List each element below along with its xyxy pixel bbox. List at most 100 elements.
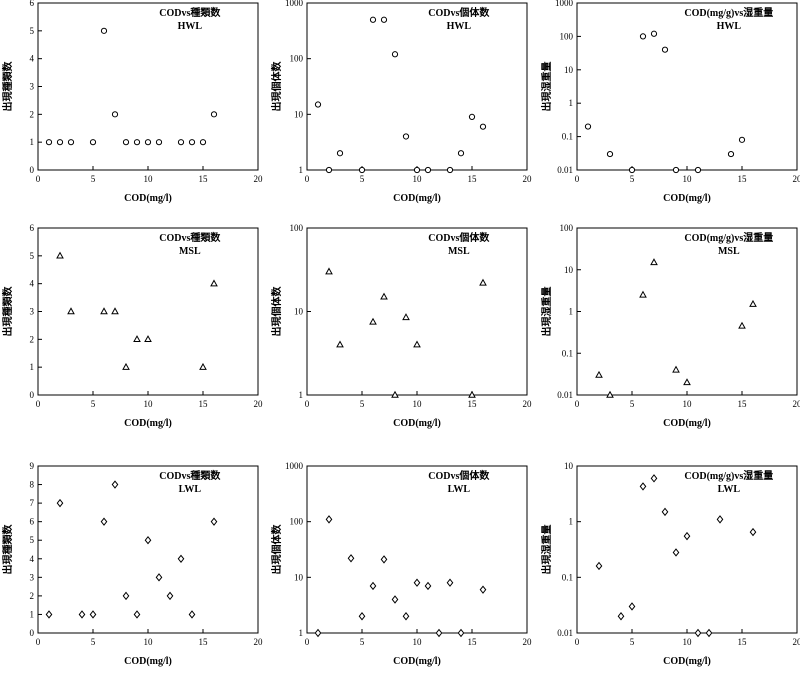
data-point [111, 111, 119, 118]
x-tick-label: 10 [144, 399, 154, 409]
y-axis-label: 出現個体数 [270, 286, 283, 337]
panel-subtitle: MSL [179, 246, 201, 257]
data-point [595, 370, 603, 378]
data-point [749, 299, 757, 307]
panel-subtitle: HWL [717, 21, 742, 32]
data-point [133, 139, 141, 146]
x-tick-label: 20 [523, 174, 533, 184]
x-axis-label: COD(mg/l) [393, 193, 441, 204]
data-point [210, 279, 218, 287]
y-tick-label: 5 [30, 26, 35, 36]
data-point [380, 16, 388, 23]
data-point [122, 139, 130, 146]
y-tick-label: 3 [30, 572, 35, 582]
panel-title: COD(mg/g)vs湿重量 [684, 6, 773, 19]
data-point [738, 136, 746, 143]
data-point [424, 581, 432, 591]
x-tick-label: 5 [630, 637, 635, 647]
data-point [111, 480, 119, 489]
x-axis-label: COD(mg/l) [124, 656, 172, 667]
panel-subtitle: LWL [718, 484, 741, 495]
y-axis-label: 出現種類数 [1, 286, 14, 337]
panel-subtitle: HWL [447, 21, 472, 32]
panel-title: CODvs種類数 [159, 6, 221, 19]
y-tick-label: 1 [569, 517, 574, 527]
data-point [661, 46, 669, 53]
data-point [111, 307, 119, 315]
x-tick-label: 0 [305, 399, 310, 409]
x-tick-label: 5 [91, 637, 96, 647]
x-tick-label: 20 [254, 637, 264, 647]
data-point [78, 610, 86, 619]
x-tick-label: 0 [575, 637, 580, 647]
plot-frame [37, 465, 259, 634]
y-tick-label: 10 [294, 572, 304, 582]
chart-panel-7: 0 1 2 3 4 5 6 7 8 9 0 5 10 15 20 COD(mg/l) 出現種類数 CODvs種類数… [1, 461, 263, 667]
data-point [210, 517, 218, 526]
panel-title: CODvs個体数 [428, 469, 490, 482]
x-tick-label: 15 [468, 174, 478, 184]
x-tick-label: 5 [360, 637, 365, 647]
y-tick-label: 0.1 [562, 572, 573, 582]
y-tick-label: 4 [30, 554, 35, 564]
data-point [650, 474, 658, 483]
data-point [391, 390, 399, 398]
panel-title: CODvs種類数 [159, 469, 221, 482]
data-point [595, 561, 603, 571]
data-point [391, 595, 399, 604]
y-tick-label: 1000 [285, 461, 304, 471]
x-tick-label: 0 [36, 637, 41, 647]
y-tick-label: 10 [294, 307, 304, 317]
x-axis-label: COD(mg/l) [663, 193, 711, 204]
data-point [188, 610, 196, 619]
y-tick-label: 10 [564, 265, 574, 275]
y-tick-label: 3 [30, 307, 35, 317]
y-tick-label: 1000 [285, 0, 304, 8]
data-point [413, 340, 421, 348]
panel-subtitle: MSL [448, 246, 470, 257]
data-point [358, 612, 366, 621]
data-point [391, 51, 399, 58]
data-point [177, 554, 185, 563]
data-point [325, 267, 333, 275]
chart-panel-8: 1 10 100 1000 0 5 10 15 20 COD(mg/l) 出現個体数 CODvs個体数… [270, 461, 532, 667]
x-axis-label: COD(mg/l) [663, 656, 711, 667]
y-tick-label: 10 [564, 65, 574, 75]
data-point [650, 258, 658, 266]
data-point [705, 628, 713, 638]
panel-title: COD(mg/g)vs湿重量 [684, 469, 773, 482]
data-point [628, 602, 636, 611]
data-point [639, 33, 647, 40]
data-point [413, 166, 421, 174]
data-point [133, 610, 141, 619]
chart-panel-4: 0 1 2 3 4 5 6 0 5 10 15 20 COD(mg/l) 出現種類数 CODvs種類数 MSL [1, 223, 263, 429]
data-point [155, 573, 163, 582]
data-point [144, 335, 152, 343]
data-point [749, 527, 757, 537]
data-point [457, 628, 465, 638]
y-tick-label: 1 [569, 307, 574, 317]
y-tick-label: 100 [290, 517, 304, 527]
y-tick-label: 3 [30, 82, 35, 92]
x-tick-label: 0 [305, 174, 310, 184]
chart-panel-5: 1 10 100 0 5 10 15 20 COD(mg/l) 出現個体数 CODvs個体数 MSL [270, 223, 532, 429]
x-tick-label: 5 [630, 174, 635, 184]
data-point [468, 390, 476, 398]
data-point [166, 591, 174, 601]
data-point [67, 139, 75, 146]
y-tick-label: 5 [30, 535, 35, 545]
x-tick-label: 0 [36, 399, 41, 409]
x-tick-label: 15 [199, 637, 209, 647]
y-tick-label: 1 [30, 362, 35, 372]
y-tick-label: 1 [299, 628, 304, 638]
y-axis-label: 出現個体数 [270, 61, 283, 112]
data-point [672, 548, 680, 557]
chart-panel-9: 0.01 0.1 1 10 0 5 10 15 20 COD(mg/l) 出現湿重量 COD(mg/g… [540, 461, 800, 667]
data-point [199, 362, 207, 370]
x-tick-label: 0 [36, 174, 41, 184]
y-tick-label: 6 [30, 223, 35, 233]
data-point [694, 166, 702, 174]
x-tick-label: 10 [413, 637, 423, 647]
data-point [617, 612, 625, 621]
x-tick-label: 10 [413, 399, 423, 409]
